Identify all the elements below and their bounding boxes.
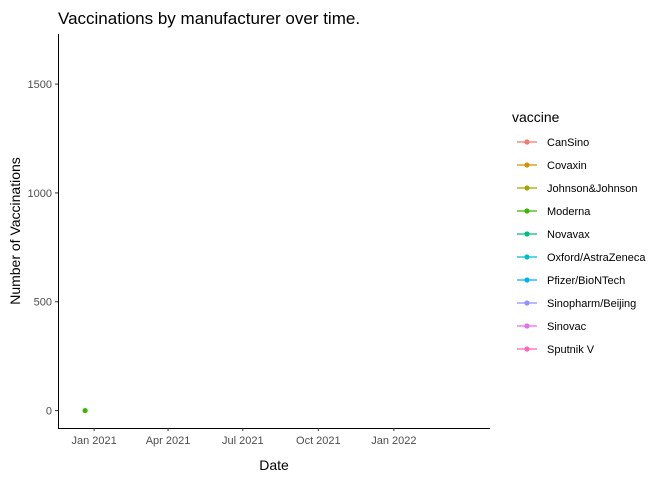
legend-item-oxford-astrazeneca: Oxford/AstraZeneca — [517, 252, 646, 264]
legend-key-point — [524, 208, 530, 214]
chart-title: Vaccinations by manufacturer over time. — [58, 9, 360, 28]
y-tick-label: 0 — [46, 406, 52, 418]
legend-items: CanSino Covaxin Johnson&Johnson Moderna Nova… — [517, 137, 646, 356]
x-tick-label: Oct 2021 — [296, 435, 341, 447]
x-tick-label: Jul 2021 — [222, 435, 264, 447]
x-ticks: Jan 2021 Apr 2021 Jul 2021 Oct 2021 Jan 2022 — [72, 428, 417, 447]
x-tick-label: Apr 2021 — [146, 435, 191, 447]
legend-label: Sinopharm/Beijing — [547, 298, 636, 310]
legend-key-point — [524, 185, 530, 191]
legend-key-point — [524, 300, 530, 306]
data-marks — [82, 407, 88, 414]
legend-item-moderna: Moderna — [517, 206, 591, 218]
legend-label: Moderna — [547, 206, 591, 218]
y-axis-title: Number of Vaccinations — [7, 157, 23, 305]
legend-label: Sinovac — [547, 321, 587, 333]
legend-item-sinovac: Sinovac — [517, 321, 587, 333]
legend-label: Johnson&Johnson — [547, 183, 638, 195]
y-tick-label: 500 — [34, 297, 52, 309]
legend-label: Oxford/AstraZeneca — [547, 252, 646, 264]
legend-label: Novavax — [547, 229, 590, 241]
legend-key-point — [524, 323, 530, 329]
legend-item-sinopharm-beijing: Sinopharm/Beijing — [517, 298, 636, 310]
legend-item-pfizer-biontech: Pfizer/BioNTech — [517, 275, 625, 287]
legend-item-novavax: Novavax — [517, 229, 590, 241]
x-tick-label: Jan 2021 — [72, 435, 117, 447]
legend-label: Covaxin — [547, 160, 587, 172]
y-tick-label: 1500 — [28, 79, 52, 91]
legend-key-point — [524, 231, 530, 237]
legend-key-point — [524, 277, 530, 283]
legend-item-johnson-johnson: Johnson&Johnson — [517, 183, 638, 195]
legend-key-point — [524, 139, 530, 145]
legend-title: vaccine — [512, 109, 560, 125]
legend-key-point — [524, 346, 530, 352]
legend-label: Pfizer/BioNTech — [547, 275, 625, 287]
legend: vaccine CanSino Covaxin Johnson&Johnson Mod… — [512, 109, 646, 356]
y-ticks: 0 500 1000 1500 — [28, 79, 58, 418]
x-axis-title: Date — [259, 457, 289, 473]
y-tick-label: 1000 — [28, 188, 52, 200]
data-point-moderna — [82, 407, 88, 414]
legend-key-point — [524, 162, 530, 168]
legend-item-covaxin: Covaxin — [517, 160, 587, 172]
legend-item-sputnik-v: Sputnik V — [517, 344, 595, 356]
x-tick-label: Jan 2022 — [371, 435, 416, 447]
legend-label: Sputnik V — [547, 344, 595, 356]
legend-item-cansino: CanSino — [517, 137, 589, 149]
legend-key-point — [524, 254, 530, 260]
legend-label: CanSino — [547, 137, 589, 149]
plot-area: 0 500 1000 1500 Jan 2021 Apr 2021 Jul 2021 Oct… — [28, 34, 490, 447]
